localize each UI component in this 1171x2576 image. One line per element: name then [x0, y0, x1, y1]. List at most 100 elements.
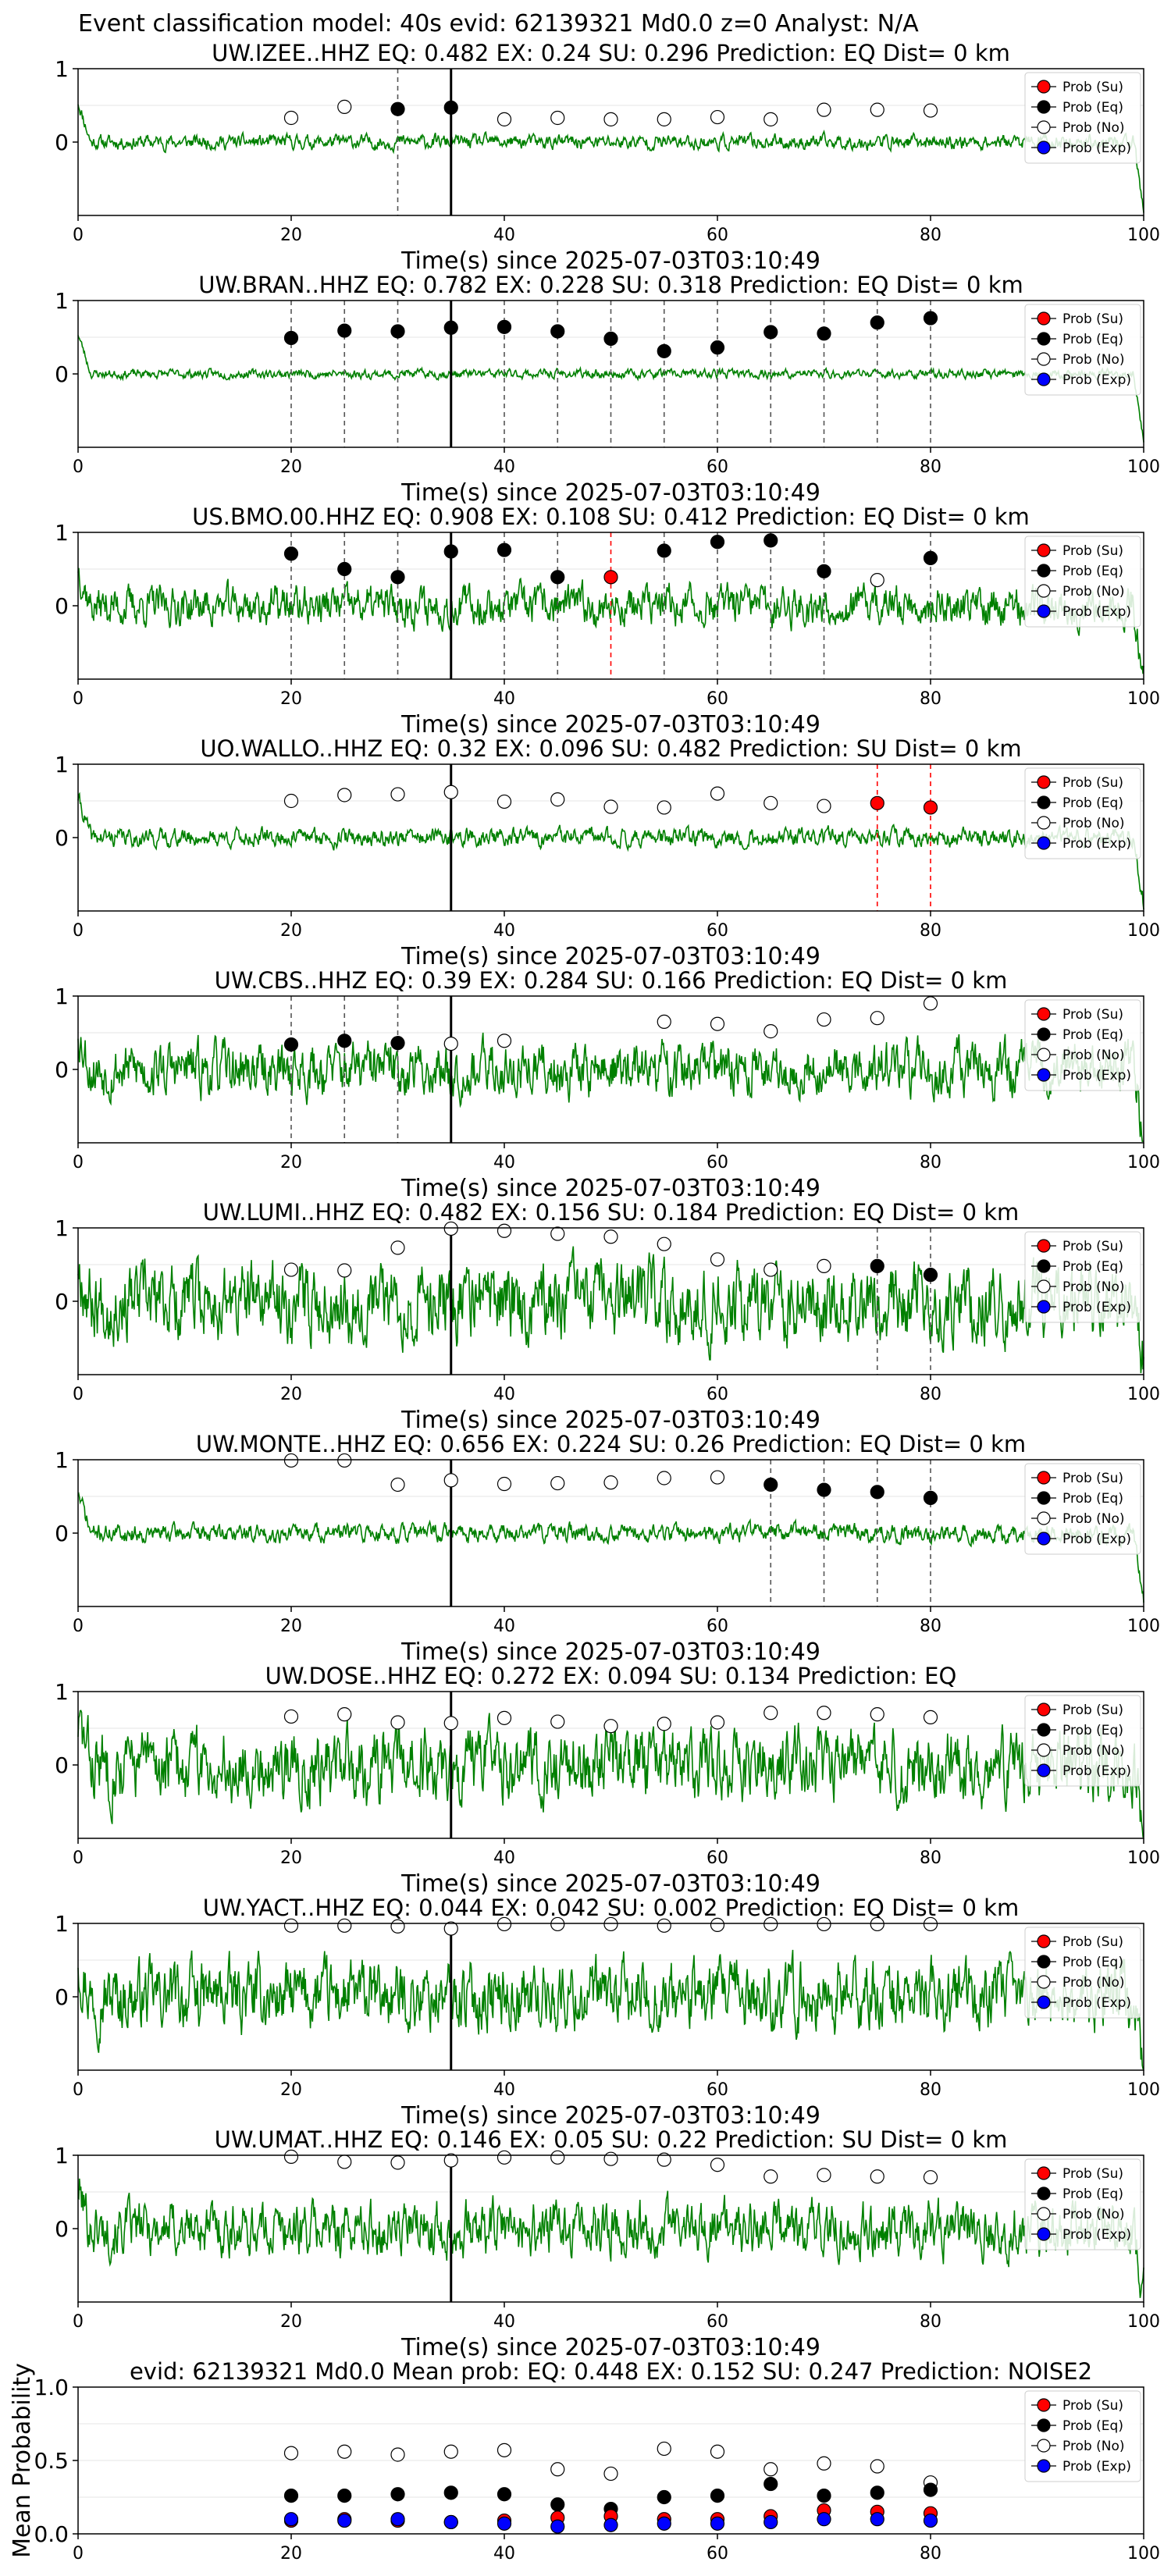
window-prob-marker	[283, 546, 299, 561]
window-prob-marker	[923, 2170, 938, 2185]
legend-marker	[1037, 584, 1051, 598]
x-tick-label: 0	[73, 689, 84, 709]
mean-prob-point	[443, 2485, 458, 2500]
legend-marker	[1037, 332, 1051, 346]
legend-label: Prob (Exp)	[1062, 2459, 1131, 2475]
legend-marker	[1037, 1048, 1051, 1062]
x-tick-label: 40	[493, 1848, 515, 1868]
x-tick-label: 40	[493, 2312, 515, 2332]
x-tick-label: 100	[1127, 921, 1160, 941]
window-prob-marker	[817, 1258, 831, 1273]
legend-marker	[1037, 2227, 1051, 2241]
window-prob-marker	[657, 1236, 671, 1251]
legend-box	[1024, 2158, 1141, 2250]
window-prob-marker	[550, 792, 565, 807]
window-prob-marker	[283, 1918, 299, 1933]
window-prob-marker	[763, 2169, 778, 2184]
window-prob-marker	[337, 1918, 352, 1933]
mean-prob-point	[390, 2512, 405, 2527]
window-prob-marker	[550, 1714, 565, 1729]
x-axis-label: Time(s) since 2025-07-03T03:10:49	[400, 711, 820, 738]
legend-label: Prob (Su)	[1062, 2398, 1123, 2414]
window-prob-marker	[710, 340, 725, 355]
legend-marker	[1037, 2166, 1051, 2180]
window-prob-marker	[550, 1475, 565, 1491]
window-prob-marker	[657, 1717, 671, 1731]
window-prob-marker	[443, 1221, 458, 1236]
window-prob-marker	[497, 794, 512, 809]
legend-marker	[1037, 564, 1051, 578]
x-tick-label: 60	[707, 1617, 728, 1636]
legend-box	[1024, 1927, 1141, 2019]
waveform-trace	[77, 104, 1144, 213]
y-tick-label: 0	[55, 1057, 69, 1083]
window-prob-marker	[923, 1916, 938, 1932]
mean-prob-point	[283, 2446, 299, 2460]
x-tick-label: 60	[707, 1848, 728, 1868]
mean-prob-point	[870, 2512, 884, 2527]
legend-marker	[1037, 1300, 1051, 1314]
legend-marker	[1037, 1259, 1051, 1273]
legend-label: Prob (Exp)	[1062, 1300, 1131, 1315]
panel-title: UW.UMAT..HHZ EQ: 0.146 EX: 0.05 SU: 0.22…	[215, 2126, 1008, 2153]
x-tick-label: 100	[1127, 2544, 1160, 2564]
legend-label: Prob (No)	[1062, 1279, 1125, 1295]
x-tick-label: 20	[280, 1153, 302, 1172]
mean-prob-point	[657, 2489, 671, 2505]
x-tick-label: 20	[280, 226, 302, 245]
window-prob-marker	[283, 1709, 299, 1724]
waveform-trace	[77, 1246, 1144, 1374]
legend-label: Prob (Su)	[1062, 311, 1123, 327]
legend-marker	[1037, 80, 1051, 94]
window-prob-marker	[923, 1268, 938, 1283]
x-tick-label: 0	[73, 2312, 84, 2332]
mean-prob-point	[443, 2444, 458, 2459]
legend-marker	[1037, 2207, 1051, 2221]
window-prob-marker	[283, 793, 299, 809]
legend-box	[1024, 999, 1141, 1091]
y-tick-label: 1	[55, 1679, 69, 1705]
legend-marker	[1037, 1703, 1051, 1717]
panel-6: UW.LUMI..HHZ EQ: 0.482 EX: 0.156 SU: 0.1…	[55, 1199, 1160, 1434]
legend-marker	[1037, 1491, 1051, 1505]
window-prob-marker	[337, 1707, 352, 1722]
x-tick-label: 60	[707, 226, 728, 245]
waveform-trace	[77, 335, 1144, 443]
y-tick-label: 0	[55, 1521, 69, 1546]
window-prob-marker	[710, 1715, 725, 1730]
mean-prob-point	[817, 2456, 831, 2471]
legend-box	[1024, 72, 1141, 164]
x-tick-label: 100	[1127, 1617, 1160, 1636]
legend-box	[1024, 1463, 1141, 1555]
x-tick-label: 60	[707, 2080, 728, 2100]
window-prob-marker	[657, 343, 671, 358]
legend-label: Prob (Exp)	[1062, 1532, 1131, 1547]
window-prob-marker	[710, 1470, 725, 1485]
window-prob-marker	[657, 1471, 671, 1485]
mean-prob-point	[550, 2519, 565, 2534]
window-prob-marker	[283, 1037, 299, 1052]
legend-label: Prob (No)	[1062, 2207, 1125, 2222]
legend-label: Prob (Eq)	[1062, 1955, 1123, 1970]
mean-prob-point	[337, 2489, 352, 2503]
mean-prob-point	[603, 2466, 618, 2482]
mean-prob-point	[817, 2489, 831, 2503]
waveform-trace	[77, 2178, 1144, 2298]
window-prob-marker	[870, 102, 884, 117]
panel-3: US.BMO.00.HHZ EQ: 0.908 EX: 0.108 SU: 0.…	[55, 503, 1160, 738]
legend-marker	[1037, 1995, 1051, 2009]
window-prob-marker	[603, 1229, 618, 1244]
y-tick-label: 1	[55, 752, 69, 777]
window-prob-marker	[817, 1706, 831, 1720]
mean-prob-point	[923, 2482, 938, 2497]
x-tick-label: 0	[73, 1848, 84, 1868]
mean-prob-point	[443, 2514, 458, 2530]
window-prob-marker	[870, 1707, 884, 1722]
legend-label: Prob (Exp)	[1062, 2227, 1131, 2243]
legend-label: Prob (Exp)	[1062, 372, 1131, 388]
mean-prob-point	[710, 2489, 725, 2503]
window-prob-marker	[283, 1453, 299, 1468]
x-axis-label: Time(s) since 2025-07-03T03:10:49	[400, 2102, 820, 2129]
x-axis-label: Time(s) since 2025-07-03T03:10:49	[400, 1175, 820, 1202]
y-tick-label: 1	[55, 2143, 69, 2169]
